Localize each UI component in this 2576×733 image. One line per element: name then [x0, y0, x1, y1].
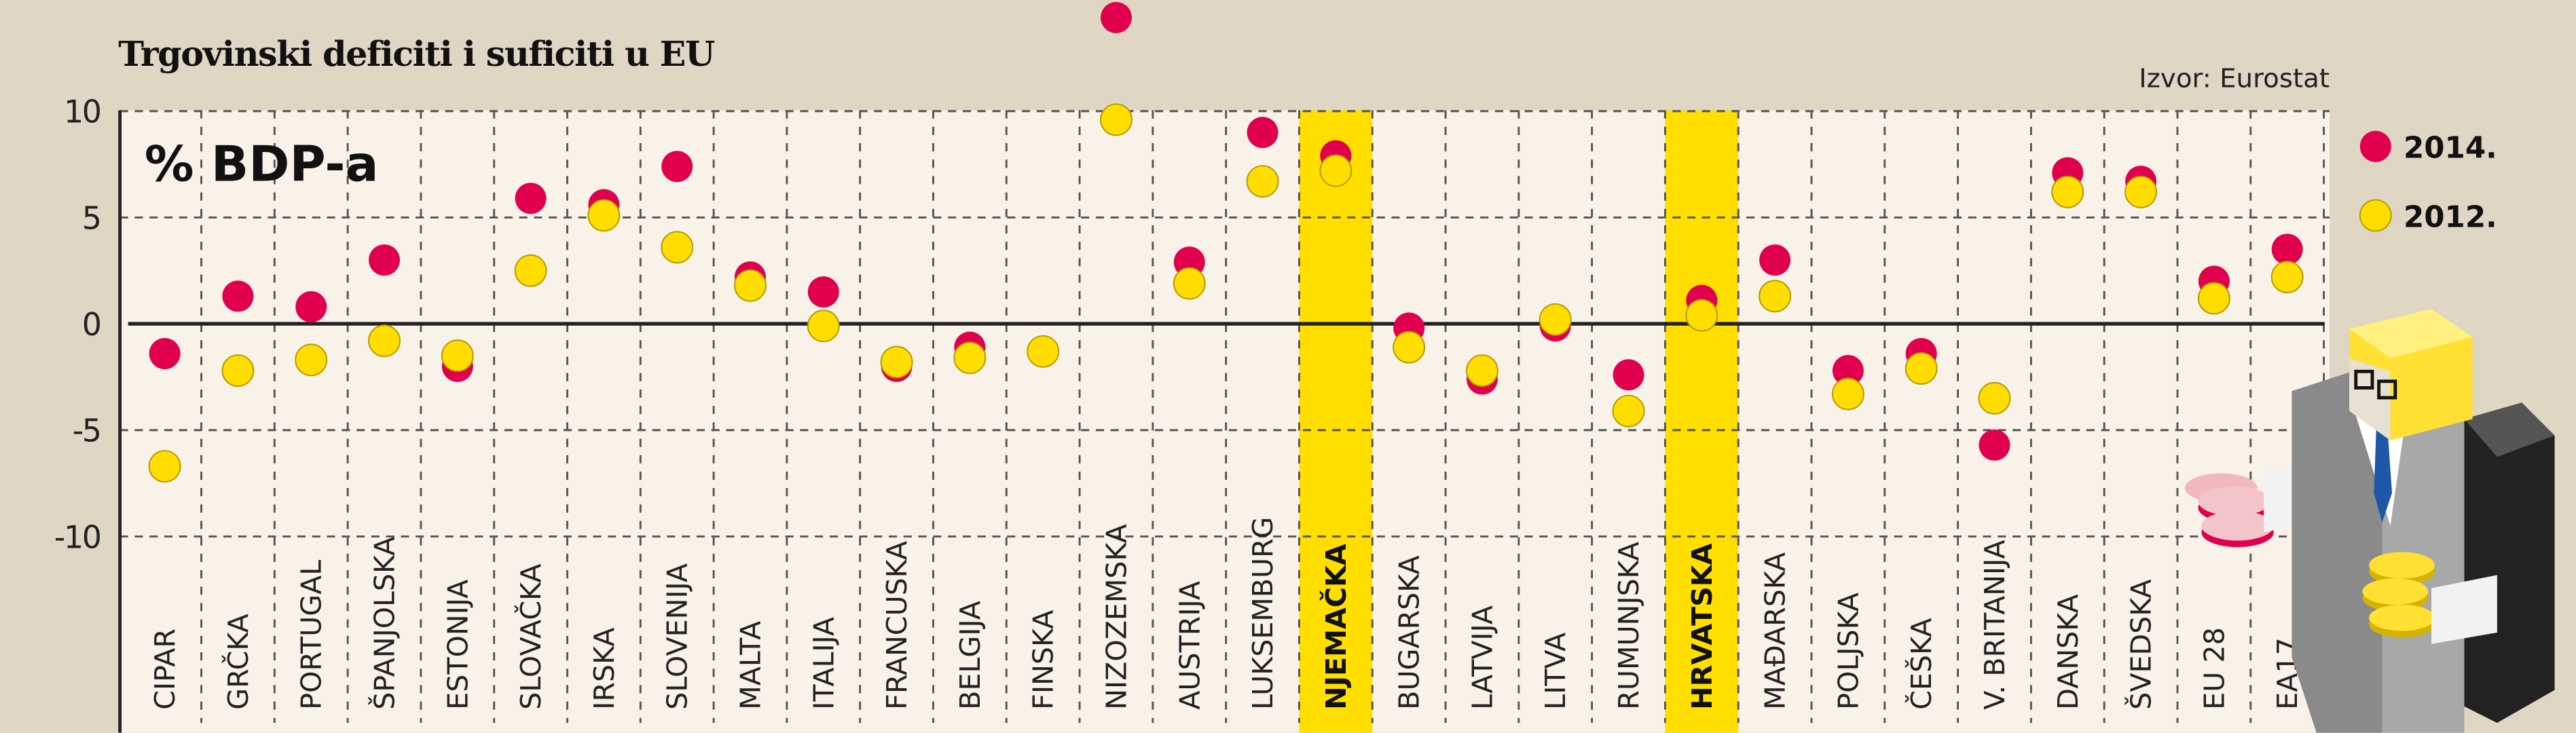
point-2014-v-britanija — [1979, 429, 2010, 461]
point-2012-finska — [1027, 335, 1060, 368]
category-label: NIZOZEMSKA — [1100, 524, 1133, 710]
legend-marker-2014 — [2359, 130, 2391, 162]
point-2014-mađarska — [1759, 244, 1791, 276]
category-label: LATVIJA — [1466, 605, 1498, 710]
category-label: BELGIJA — [954, 601, 987, 710]
category-label: LUKSEMBURG — [1247, 516, 1279, 709]
point-2014-portugal — [295, 291, 327, 323]
point-2012-francuska — [880, 345, 913, 379]
category-label: BUGARSKA — [1393, 555, 1426, 709]
category-label: EU 28 — [2198, 627, 2230, 709]
source-note: Izvor: Eurostat — [2139, 64, 2330, 94]
chart-title: Trgovinski deficiti i suficiti u EU — [118, 33, 715, 74]
point-2014-nizozemska — [1100, 1, 1132, 33]
point-2014-španjolska — [369, 244, 401, 276]
category-label: MALTA — [735, 621, 767, 710]
point-2012-luksemburg — [1246, 165, 1279, 198]
point-2014-rumunjska — [1613, 359, 1644, 391]
category-label: POLJSKA — [1832, 593, 1864, 710]
legend-label-2012: 2012. — [2404, 200, 2497, 234]
point-2014-slovačka — [515, 183, 547, 214]
plot-panel — [119, 110, 2330, 733]
category-label: LITVA — [1539, 633, 1572, 710]
point-2012-bugarska — [1393, 331, 1426, 364]
banker-illustration — [2185, 309, 2555, 733]
category-label: FRANCUSKA — [881, 541, 913, 710]
category-label: NJEMAČKA — [1320, 544, 1353, 710]
y-tick-label: -5 — [73, 413, 100, 449]
legend: 2014. 2012. — [2359, 130, 2497, 234]
point-2014-poljska — [1832, 355, 1864, 387]
point-2012-rumunjska — [1612, 394, 1645, 428]
point-2012-belgija — [953, 341, 987, 375]
category-label: SLOVENIJA — [661, 563, 694, 710]
category-label: ČEŠKA — [1905, 618, 1938, 710]
point-2012-italija — [807, 309, 840, 343]
point-2014-slovenija — [661, 151, 693, 183]
y-tick-label: 0 — [82, 306, 100, 343]
category-label: FINSKA — [1027, 610, 1060, 710]
point-2012-njemačka — [1319, 154, 1353, 187]
point-2012-poljska — [1831, 377, 1864, 411]
point-2014-italija — [807, 276, 839, 308]
y-tick-label: 10 — [64, 94, 100, 130]
point-2012-v-britanija — [1978, 381, 2011, 415]
point-2012-slovenija — [661, 231, 694, 264]
category-label: SLOVAČKA — [515, 564, 547, 710]
point-2014-grčka — [222, 280, 254, 312]
highlight-column — [1299, 110, 1373, 733]
point-2012-portugal — [295, 343, 328, 377]
point-2012-malta — [734, 269, 767, 302]
legend-label-2014: 2014. — [2404, 132, 2497, 166]
point-2012-danska — [2051, 175, 2084, 208]
point-2014-ea17 — [2271, 233, 2303, 265]
point-2012-češka — [1905, 352, 1938, 385]
point-2012-litva — [1539, 303, 1572, 336]
y-tick-label: -10 — [54, 519, 100, 555]
category-label: CIPAR — [149, 628, 181, 710]
legend-marker-2012 — [2359, 199, 2392, 232]
point-2012-švedska — [2124, 175, 2158, 208]
category-label: ŠVEDSKA — [2125, 579, 2158, 709]
point-2012-ea17 — [2270, 261, 2304, 294]
category-label: DANSKA — [2052, 594, 2084, 709]
point-2012-estonija — [441, 339, 474, 373]
category-label: ESTONIJA — [441, 580, 474, 710]
category-label: ITALIJA — [807, 617, 840, 710]
point-2014-luksemburg — [1247, 117, 1278, 149]
point-2012-slovačka — [514, 254, 547, 287]
point-2012-cipar — [148, 450, 181, 483]
category-label: MAĐARSKA — [1759, 552, 1792, 710]
point-2014-cipar — [149, 337, 181, 369]
point-2012-latvija — [1465, 354, 1498, 387]
point-2012-mađarska — [1759, 280, 1792, 313]
category-label: HRVATSKA — [1686, 543, 1718, 709]
point-2012-austrija — [1173, 267, 1206, 300]
unit-label: % BDP-a — [145, 136, 379, 193]
category-label: ŠPANJOLSKA — [369, 537, 401, 710]
point-2012-španjolska — [368, 324, 401, 358]
category-label: IRSKA — [588, 628, 621, 710]
category-label: GRČKA — [222, 614, 255, 709]
category-label: AUSTRIJA — [1173, 581, 1206, 710]
category-label: RUMUNJSKA — [1613, 542, 1645, 710]
point-2012-irska — [587, 199, 621, 232]
point-2012-eu-28 — [2197, 282, 2230, 315]
y-tick-label: 5 — [82, 200, 100, 236]
point-2012-nizozemska — [1100, 103, 1133, 136]
category-label: PORTUGAL — [295, 560, 328, 710]
highlight-column — [1665, 110, 1739, 733]
point-2012-hrvatska — [1685, 299, 1718, 332]
category-label: V. BRITANIJA — [1979, 540, 2011, 709]
point-2012-grčka — [221, 354, 255, 387]
